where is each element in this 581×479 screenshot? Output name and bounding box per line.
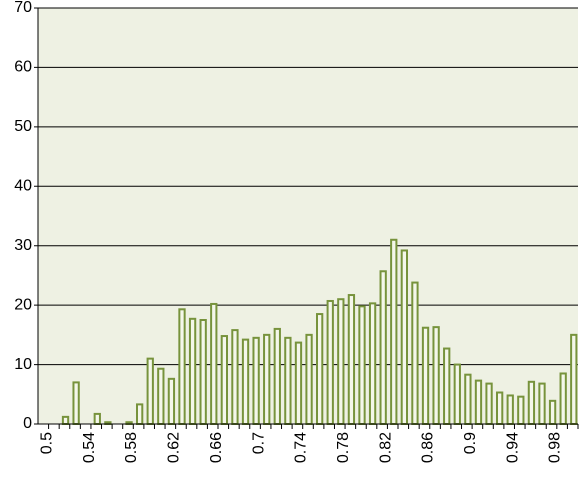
- bar: [411, 281, 419, 425]
- bar: [432, 326, 440, 426]
- bar: [61, 415, 70, 425]
- bar: [559, 372, 567, 426]
- bar: [421, 326, 430, 425]
- bar: [146, 357, 154, 425]
- bar: [273, 327, 281, 425]
- x-tick-label: 0.78: [335, 432, 352, 463]
- bar: [443, 347, 451, 426]
- bar: [263, 333, 271, 426]
- x-tick-label: 0.94: [504, 432, 521, 463]
- y-tick-label: 0: [23, 415, 32, 432]
- bar: [337, 298, 345, 426]
- bar: [548, 399, 557, 425]
- x-tick-label: 0.98: [547, 432, 564, 463]
- x-tick-label: 0.7: [250, 432, 267, 454]
- bar: [210, 302, 218, 425]
- bar: [220, 335, 229, 425]
- bar: [570, 333, 578, 426]
- bar: [517, 395, 525, 426]
- bar: [496, 391, 504, 426]
- x-tick-label: 0.86: [420, 432, 437, 463]
- y-tick-label: 20: [14, 296, 32, 313]
- bar: [379, 270, 387, 426]
- x-tick-label: 0.62: [166, 432, 183, 463]
- bar: [474, 379, 483, 426]
- bar: [241, 338, 250, 425]
- bar: [136, 403, 144, 426]
- bar: [316, 313, 324, 425]
- x-tick-label: 0.74: [293, 432, 310, 463]
- bar: [390, 238, 398, 425]
- bar: [157, 367, 165, 425]
- bar: [188, 317, 197, 425]
- y-tick-label: 30: [14, 237, 32, 254]
- bar: [178, 308, 186, 425]
- bar: [252, 336, 260, 426]
- bar: [368, 302, 377, 425]
- bar: [326, 299, 334, 425]
- y-tick-label: 40: [14, 178, 32, 195]
- bar: [527, 380, 536, 426]
- bar: [167, 377, 176, 426]
- bar: [506, 394, 514, 425]
- bar: [284, 336, 292, 426]
- bar: [93, 412, 101, 426]
- y-tick-label: 10: [14, 356, 32, 373]
- x-tick-label: 0.66: [208, 432, 225, 463]
- bar: [400, 249, 408, 425]
- bar: [538, 382, 546, 425]
- bar: [199, 319, 207, 425]
- bar: [358, 305, 366, 425]
- y-tick-label: 60: [14, 59, 32, 76]
- bar: [294, 341, 303, 425]
- bar: [305, 333, 313, 426]
- bar: [231, 329, 239, 425]
- bar: [453, 363, 461, 426]
- x-tick-label: 0.9: [462, 432, 479, 454]
- x-tick-label: 0.54: [81, 432, 98, 463]
- x-tick-label: 0.5: [39, 432, 56, 454]
- x-tick-label: 0.58: [123, 432, 140, 463]
- x-tick-label: 0.82: [377, 432, 394, 463]
- y-tick-label: 70: [14, 0, 32, 16]
- y-tick-label: 50: [14, 118, 32, 135]
- bar: [485, 382, 493, 425]
- bar: [72, 381, 80, 425]
- bar: [464, 373, 472, 425]
- bar: [347, 294, 356, 426]
